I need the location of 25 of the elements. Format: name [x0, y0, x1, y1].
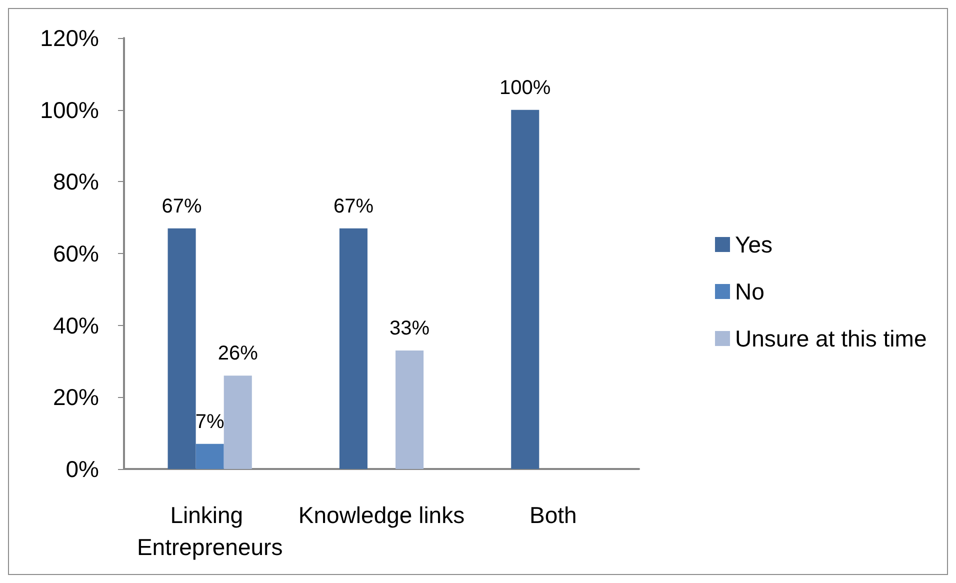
y-tick-label: 80% — [52, 168, 99, 195]
bar — [396, 350, 424, 469]
y-tick-label: 100% — [40, 96, 99, 123]
bar — [511, 110, 540, 469]
legend-label: Unsure at this time — [735, 326, 927, 352]
y-tick-label: 20% — [52, 384, 99, 410]
bar — [196, 444, 224, 469]
x-tick-label: Both — [530, 502, 577, 528]
y-tick-label: 0% — [66, 456, 99, 482]
data-label: 100% — [500, 76, 551, 99]
y-tick-label: 40% — [52, 312, 99, 338]
bar — [168, 228, 196, 469]
data-label: 67% — [162, 195, 202, 218]
bar — [339, 228, 368, 469]
x-tick-label: Knowledge links — [298, 502, 465, 528]
legend-label: No — [735, 278, 764, 304]
data-label: 33% — [390, 317, 430, 340]
legend-label: Yes — [735, 232, 773, 258]
bar — [224, 376, 252, 469]
data-label: 26% — [218, 342, 258, 365]
data-label: 7% — [195, 410, 225, 433]
y-tick-label: 60% — [52, 240, 99, 266]
y-tick-label: 120% — [40, 25, 99, 51]
x-tick-label: Linking Entrepreneurs — [136, 502, 283, 560]
data-label: 67% — [333, 195, 374, 218]
